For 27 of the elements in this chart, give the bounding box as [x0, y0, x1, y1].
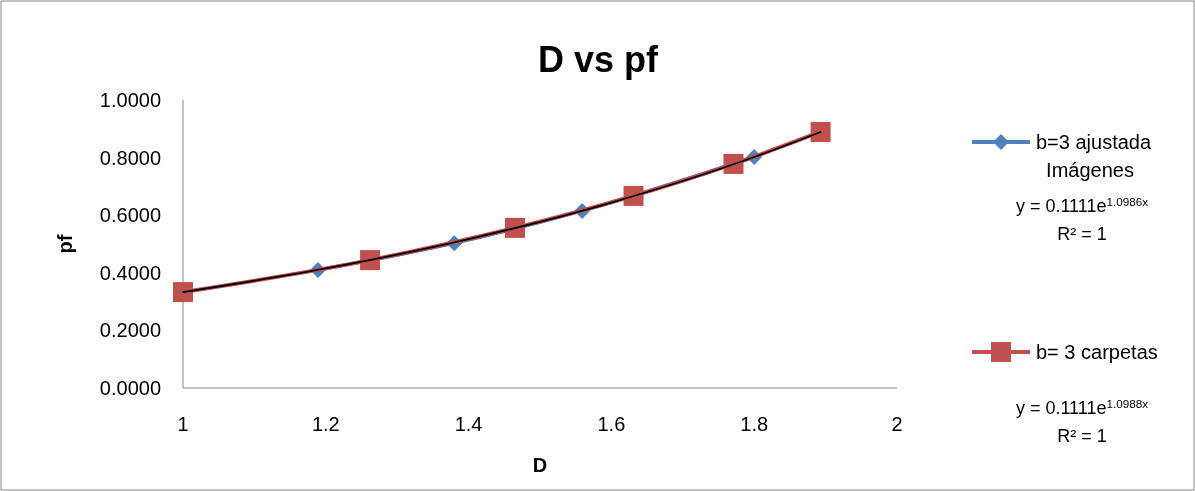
text: y = 0.1111e$^{1.0986x}$	[1015, 194, 1149, 216]
point	[723, 153, 744, 174]
y-tick-label: 0.0000	[99, 377, 161, 399]
point	[623, 185, 644, 206]
y-tick-label: 1.0000	[99, 89, 161, 111]
legend-label: b=3 ajustada Imágenes	[1036, 131, 1152, 181]
chart-title: D vs pf	[537, 39, 660, 80]
y-tick-label: 0.8000	[99, 146, 161, 169]
x-tick-label: 1.2	[311, 413, 340, 435]
point	[173, 282, 193, 303]
y-tick-label: 0.2000	[99, 319, 161, 342]
y-axis-title: pf	[54, 234, 76, 254]
point	[810, 121, 831, 142]
point	[505, 217, 526, 238]
legend-label: b= 3 carpetas	[1036, 341, 1158, 363]
text: R² = 1	[1057, 426, 1107, 446]
text: y = 0.1111e$^{1.0988x}$	[1015, 396, 1149, 418]
text: R² = 1	[1057, 224, 1107, 244]
x-tick-label: 1.6	[597, 413, 626, 435]
point	[360, 250, 381, 271]
x-tick-label: 1.4	[454, 413, 483, 435]
x-tick-label: 2	[891, 413, 903, 435]
x-tick-label: 1.8	[740, 413, 769, 435]
x-tick-label: 1	[177, 413, 189, 435]
y-tick-label: 0.4000	[99, 261, 161, 284]
y-tick-label: 0.6000	[99, 204, 161, 227]
x-axis-title: D	[532, 454, 548, 476]
